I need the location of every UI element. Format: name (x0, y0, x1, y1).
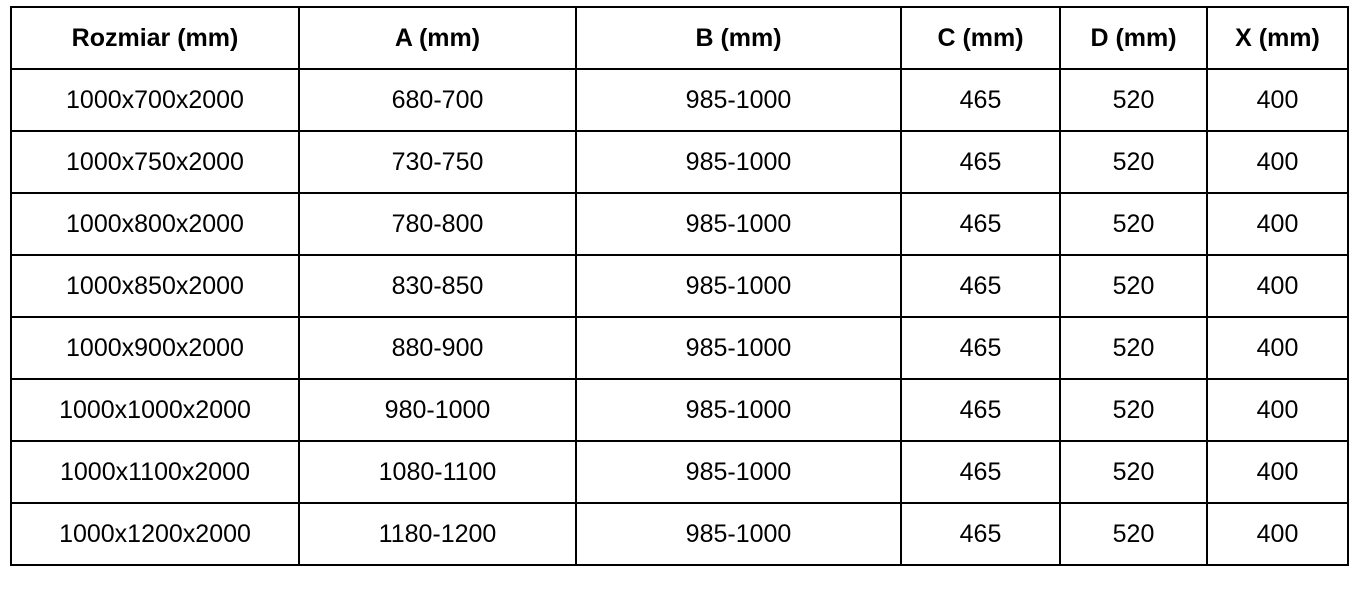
cell-c: 465 (900, 440, 1061, 504)
column-header-a: A (mm) (298, 6, 577, 70)
cell-size: 1000x700x2000 (10, 68, 300, 132)
column-header-size: Rozmiar (mm) (10, 6, 300, 70)
cell-b: 985-1000 (575, 378, 902, 442)
cell-x: 400 (1206, 130, 1349, 194)
column-header-b: B (mm) (575, 6, 902, 70)
cell-size: 1000x800x2000 (10, 192, 300, 256)
dimensions-table: Rozmiar (mm) A (mm) B (mm) C (mm) D (mm) X (m… (10, 6, 1349, 566)
cell-c: 465 (900, 68, 1061, 132)
table-row: 1000x900x2000 880-900 985-1000 465 520 400 (10, 316, 1349, 380)
cell-b: 985-1000 (575, 316, 902, 380)
cell-size: 1000x1200x2000 (10, 502, 300, 566)
cell-b: 985-1000 (575, 502, 902, 566)
cell-x: 400 (1206, 316, 1349, 380)
cell-x: 400 (1206, 440, 1349, 504)
cell-a: 880-900 (298, 316, 577, 380)
cell-a: 1180-1200 (298, 502, 577, 566)
cell-a: 730-750 (298, 130, 577, 194)
cell-c: 465 (900, 316, 1061, 380)
cell-size: 1000x1000x2000 (10, 378, 300, 442)
cell-x: 400 (1206, 254, 1349, 318)
cell-size: 1000x900x2000 (10, 316, 300, 380)
table-row: 1000x750x2000 730-750 985-1000 465 520 400 (10, 130, 1349, 194)
cell-a: 830-850 (298, 254, 577, 318)
cell-d: 520 (1059, 440, 1208, 504)
table-row: 1000x1200x2000 1180-1200 985-1000 465 520 400 (10, 502, 1349, 566)
column-header-c: C (mm) (900, 6, 1061, 70)
cell-c: 465 (900, 502, 1061, 566)
cell-b: 985-1000 (575, 192, 902, 256)
column-header-d: D (mm) (1059, 6, 1208, 70)
table-row: 1000x700x2000 680-700 985-1000 465 520 400 (10, 68, 1349, 132)
cell-b: 985-1000 (575, 254, 902, 318)
cell-a: 1080-1100 (298, 440, 577, 504)
cell-a: 680-700 (298, 68, 577, 132)
column-header-x: X (mm) (1206, 6, 1349, 70)
cell-c: 465 (900, 192, 1061, 256)
table-row: 1000x850x2000 830-850 985-1000 465 520 400 (10, 254, 1349, 318)
cell-d: 520 (1059, 316, 1208, 380)
cell-x: 400 (1206, 502, 1349, 566)
cell-c: 465 (900, 130, 1061, 194)
cell-d: 520 (1059, 192, 1208, 256)
cell-size: 1000x1100x2000 (10, 440, 300, 504)
cell-b: 985-1000 (575, 440, 902, 504)
cell-c: 465 (900, 254, 1061, 318)
table-row: 1000x1000x2000 980-1000 985-1000 465 520 400 (10, 378, 1349, 442)
cell-d: 520 (1059, 254, 1208, 318)
cell-x: 400 (1206, 378, 1349, 442)
cell-size: 1000x850x2000 (10, 254, 300, 318)
cell-d: 520 (1059, 130, 1208, 194)
cell-d: 520 (1059, 502, 1208, 566)
cell-b: 985-1000 (575, 130, 902, 194)
table-row: 1000x1100x2000 1080-1100 985-1000 465 520 400 (10, 440, 1349, 504)
table-row: 1000x800x2000 780-800 985-1000 465 520 400 (10, 192, 1349, 256)
cell-x: 400 (1206, 192, 1349, 256)
cell-x: 400 (1206, 68, 1349, 132)
cell-b: 985-1000 (575, 68, 902, 132)
cell-d: 520 (1059, 378, 1208, 442)
cell-a: 980-1000 (298, 378, 577, 442)
cell-c: 465 (900, 378, 1061, 442)
header-row: Rozmiar (mm) A (mm) B (mm) C (mm) D (mm) X (m… (10, 6, 1349, 70)
cell-a: 780-800 (298, 192, 577, 256)
cell-d: 520 (1059, 68, 1208, 132)
cell-size: 1000x750x2000 (10, 130, 300, 194)
